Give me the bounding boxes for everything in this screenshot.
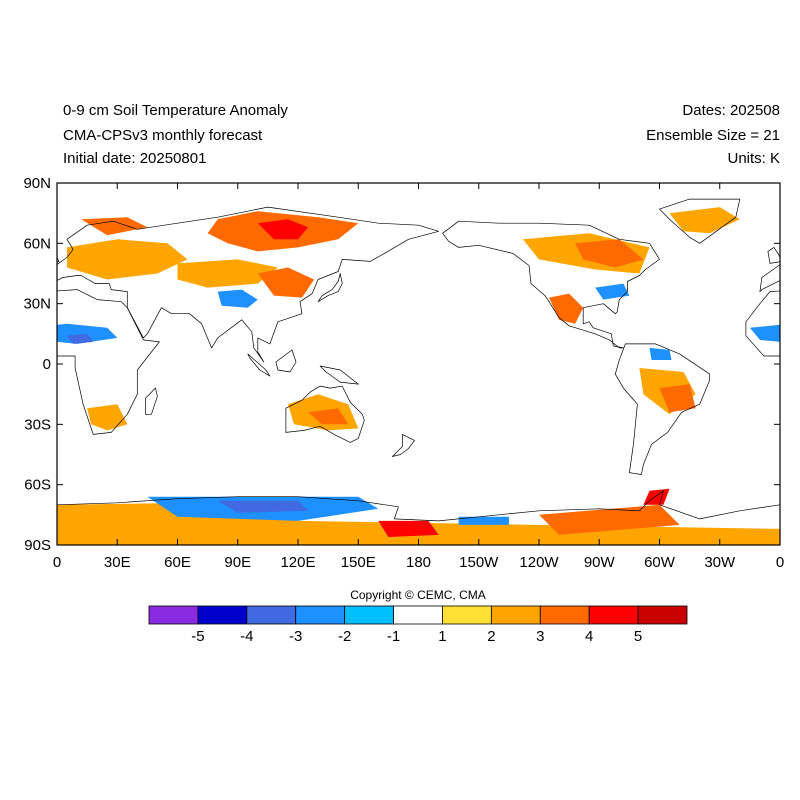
anomaly-region-us-cool [595,283,630,300]
colorbar-label: 2 [487,628,495,645]
colorbar-swatch [637,605,688,625]
colorbar-swatch [442,605,492,625]
anomaly-region-brazil-warm [659,384,696,413]
coastline-japan [317,273,343,303]
coastline-new-zealand [392,434,415,457]
anomaly-region-peninsula-hot [643,488,670,505]
colorbar-label: -5 [191,628,204,645]
anomaly-region-antarctica-ross-hot [378,520,439,537]
colorbar-swatch [393,605,443,625]
colorbar-swatch [539,605,590,625]
colorbar-label: 3 [536,628,544,645]
lat-tick-label: 0 [43,356,51,373]
longitude-axis: 0 30E 60E 90E 120E 150E 180 150W 120W 90W 60W 30W 0 [53,183,784,571]
anomaly-region-sahel-cooler [67,333,94,344]
colorbar-swatch [295,605,346,625]
units-label: Units: K [727,150,780,167]
lon-tick-label: 180 [406,554,431,571]
coastline-australia [285,385,365,443]
coastline-layer [57,198,780,545]
colorbar-swatch [148,605,199,625]
latitude-axis: 90N 60N 30N 0 30S 60S 90S [23,175,780,554]
lon-tick-label: 30W [704,554,736,571]
map-frame [56,182,781,546]
coastline-south-america [614,343,711,475]
coastline-africa [57,289,160,435]
coastline-greenland [659,198,741,244]
lat-tick-label: 90N [23,175,51,192]
anomaly-region-siberia-hot [257,219,308,240]
lon-tick-label: 0 [53,554,61,571]
lon-tick-label: 60E [164,554,191,571]
anomaly-region-antarctica-cooler [217,500,308,513]
anomaly-region-antarctica-warm-west [780,503,800,545]
colorbar-swatch [197,605,248,625]
copyright-label: Copyright © CEMC, CMA [350,588,486,602]
coastline-madagascar [145,387,158,415]
anomaly-region-greenland-warm [669,207,740,234]
coastline-eurasia [57,206,439,363]
coastline-antarctica [57,490,780,545]
colorbar-swatch [344,605,394,625]
anomaly-region-sahel-cooler [790,334,800,344]
colorbar-label: -1 [387,628,400,645]
dates-label: Dates: 202508 [682,102,780,119]
lon-tick-label: 120E [280,554,315,571]
lon-tick-label: 60W [644,554,676,571]
coastline-new-guinea [319,365,359,385]
lat-tick-label: 60N [23,235,51,252]
title-line-3: Initial date: 20250801 [63,150,207,167]
colorbar: -5 -4 -3 -2 -1 1 2 3 4 5 [148,605,688,645]
coastline-indonesia-borneo [275,349,297,373]
title-line-1: 0-9 cm Soil Temperature Anomaly [63,102,288,119]
coastline-antarctica [779,504,780,545]
anomaly-region-scandinavia-warm [81,217,148,236]
lon-tick-label: 30E [104,554,131,571]
lon-tick-label: 150E [341,554,376,571]
colorbar-swatch [246,605,297,625]
coastline-africa [745,290,780,357]
colorbar-label: 4 [585,628,593,645]
ensemble-size-label: Ensemble Size = 21 [646,127,780,144]
lat-tick-label: 30S [24,416,51,433]
colorbar-label: 1 [438,628,446,645]
anomaly-region-canada-hot [575,239,644,268]
anomaly-region-mexico-warm [549,293,584,324]
anomaly-fill-layer [57,207,800,545]
anomaly-region-antarctica-west-hot [539,504,680,535]
colorbar-swatch [490,605,541,625]
colorbar-label: 5 [634,628,642,645]
colorbar-label: -2 [338,628,351,645]
anomaly-region-central-asia-warm [177,259,278,288]
anomaly-region-australia-hot [308,408,349,425]
coastline-uk [767,247,780,264]
lat-tick-label: 90S [24,537,51,554]
lat-tick-label: 30N [23,296,51,313]
anomaly-region-europe-warm [67,239,188,280]
lon-tick-label: 150W [459,554,499,571]
coastline-north-america [442,220,660,349]
colorbar-label: -3 [289,628,302,645]
anomaly-region-tibet-cool [217,289,258,308]
anomaly-region-europe-warm [790,239,800,279]
title-line-2: CMA-CPSv3 monthly forecast [63,127,263,144]
coastline-sumatra [247,353,271,377]
anomaly-region-china-warm [257,267,315,298]
lon-tick-label: 90E [224,554,251,571]
colorbar-swatch [588,605,639,625]
anomaly-region-sahel-cool [749,324,780,342]
lon-tick-label: 120W [519,554,559,571]
lon-tick-label: 90W [584,554,616,571]
anomaly-region-amazon-cool [649,347,672,360]
anomaly-region-antarctica-ross-cool [458,516,509,525]
lon-tick-label: 0 [776,554,784,571]
lat-tick-label: 60S [24,477,51,494]
colorbar-label: -4 [240,628,253,645]
anomaly-region-southern-africa-warm [87,404,128,431]
